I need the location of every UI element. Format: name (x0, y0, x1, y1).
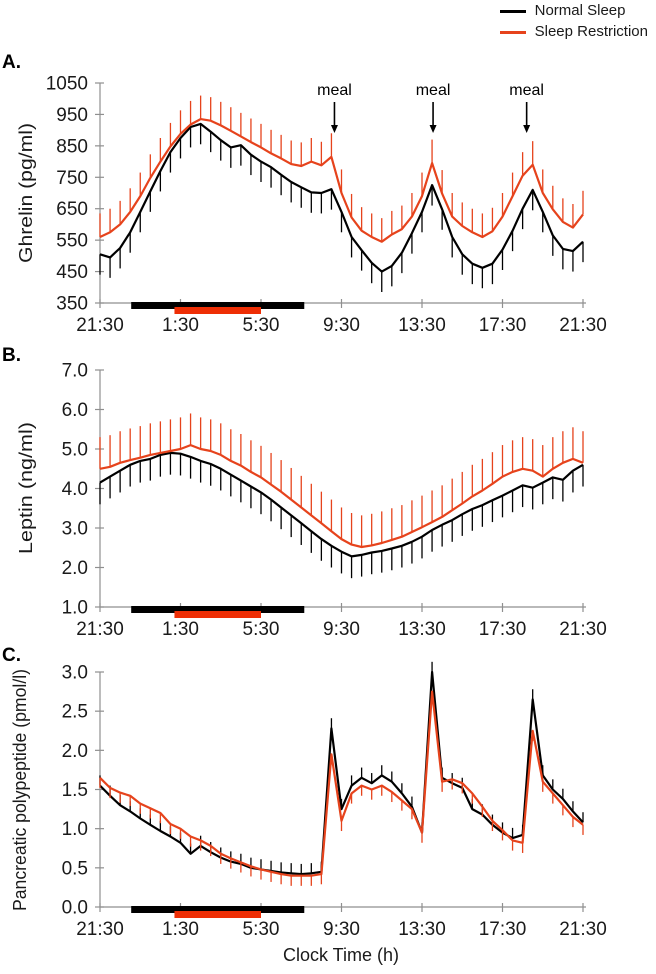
y-tick-label: 450 (56, 262, 88, 283)
y-tick-label: 0.0 (62, 898, 88, 919)
x-tick-label: 21:30 (76, 919, 124, 940)
y-tick-label: 950 (56, 105, 88, 126)
y-tick-label: 1050 (46, 74, 88, 95)
x-tick-label: 17:30 (479, 919, 527, 940)
y-tick-label: 350 (56, 294, 88, 315)
meal-annotation: meal (317, 82, 352, 133)
meal-annotation: meal (416, 82, 451, 133)
data-line (99, 122, 584, 273)
legend-label-sleep-restriction: Sleep Restriction (534, 23, 648, 40)
y-axis-title-pancreatic-polypeptide: Pancreatic polypeptide (pmol/l) (10, 669, 30, 911)
sleep-restriction-series (99, 690, 584, 886)
x-tick-label: 13:30 (398, 919, 446, 940)
x-tick-label: 1:30 (162, 315, 199, 336)
y-tick-label: 3.0 (62, 663, 88, 684)
x-tick-label: 21:30 (559, 315, 607, 336)
x-axis-title: Clock Time (h) (283, 945, 399, 965)
normal-sleep-line-swatch (499, 9, 526, 13)
panel-b: 1.0 2.0 3.0 4.0 5.0 6.0 7.0 21:30 1:30 5:30 9:30 13… (62, 361, 607, 641)
panel-a-letter: A. (2, 52, 21, 73)
meal-arrow-head (523, 125, 531, 133)
legend: Normal Sleep Sleep Restriction (499, 2, 648, 40)
y-axis-title-leptin: Leptin (ng/ml) (16, 422, 36, 554)
x-tick-label: 1:30 (162, 619, 199, 640)
x-tick-label: 21:30 (76, 619, 124, 640)
y-tick-label: 6.0 (62, 400, 88, 421)
x-tick-label: 5:30 (243, 619, 280, 640)
data-line (99, 690, 584, 877)
y-tick-label: 7.0 (62, 361, 88, 382)
panels-group: 350 450 550 650 750 850 950 1050 21:30 1:30 5:30 9:… (46, 74, 607, 941)
meal-label: meal (509, 82, 544, 99)
panel-a: 350 450 550 650 750 850 950 1050 21:30 1:30 5:30 9:… (46, 74, 607, 337)
x-tick-label: 21:30 (559, 619, 607, 640)
normal-sleep-period-bar (131, 302, 305, 309)
y-tick-label: 1.0 (62, 819, 88, 840)
x-tick-label: 17:30 (479, 619, 527, 640)
sleep-restriction-period-bar (174, 611, 261, 618)
sleep-restriction-series (99, 95, 584, 243)
normal-sleep-series (99, 122, 584, 292)
x-tick-label: 9:30 (323, 919, 360, 940)
data-line (99, 117, 584, 243)
meal-arrow-head (330, 125, 338, 133)
normal-sleep-series (99, 451, 584, 579)
x-tick-label: 21:30 (76, 315, 124, 336)
y-tick-label: 5.0 (62, 440, 88, 461)
normal-sleep-series (99, 661, 584, 876)
y-tick-label: 1.0 (62, 598, 88, 619)
legend-label-normal-sleep: Normal Sleep (534, 2, 626, 19)
x-tick-label: 9:30 (323, 619, 360, 640)
x-tick-label: 5:30 (243, 919, 280, 940)
x-tick-label: 5:30 (243, 315, 280, 336)
y-tick-label: 2.5 (62, 702, 88, 723)
sleep-restriction-period-bar (174, 911, 261, 918)
panel-c-letter: C. (2, 645, 21, 666)
x-tick-label: 21:30 (559, 919, 607, 940)
y-tick-label: 0.5 (62, 858, 88, 879)
y-tick-label: 2.0 (62, 741, 88, 762)
meal-label: meal (416, 82, 451, 99)
x-tick-label: 9:30 (323, 315, 360, 336)
normal-sleep-period-bar (131, 606, 305, 613)
data-line (99, 451, 584, 558)
data-line (99, 444, 584, 549)
panel-c: 0.0 0.5 1.0 1.5 2.0 2.5 3.0 21:30 1:30 5:30 9:30 13… (62, 661, 607, 940)
y-tick-label: 4.0 (62, 479, 88, 500)
y-tick-label: 550 (56, 231, 88, 252)
panel-b-letter: B. (2, 345, 21, 366)
sleep-restriction-period-bar (174, 307, 261, 314)
y-tick-label: 3.0 (62, 519, 88, 540)
x-tick-label: 13:30 (398, 315, 446, 336)
y-axis-title-ghrelin: Ghrelin (pg/ml) (16, 123, 36, 263)
sleep-restriction-series (99, 413, 584, 549)
meal-annotation: meal (509, 82, 544, 133)
y-tick-label: 750 (56, 168, 88, 189)
meal-label: meal (317, 82, 352, 99)
y-tick-label: 1.5 (62, 780, 88, 801)
x-tick-label: 13:30 (398, 619, 446, 640)
meal-arrow-head (429, 125, 437, 133)
legend-item-sleep-restriction: Sleep Restriction (499, 23, 648, 40)
normal-sleep-period-bar (131, 906, 305, 913)
x-tick-label: 17:30 (479, 315, 527, 336)
y-tick-label: 850 (56, 136, 88, 157)
data-line (99, 670, 584, 876)
x-tick-label: 1:30 (162, 919, 199, 940)
sleep-restriction-line-swatch (499, 30, 526, 34)
legend-item-normal-sleep: Normal Sleep (499, 2, 626, 19)
y-tick-label: 650 (56, 199, 88, 220)
y-tick-label: 2.0 (62, 558, 88, 579)
